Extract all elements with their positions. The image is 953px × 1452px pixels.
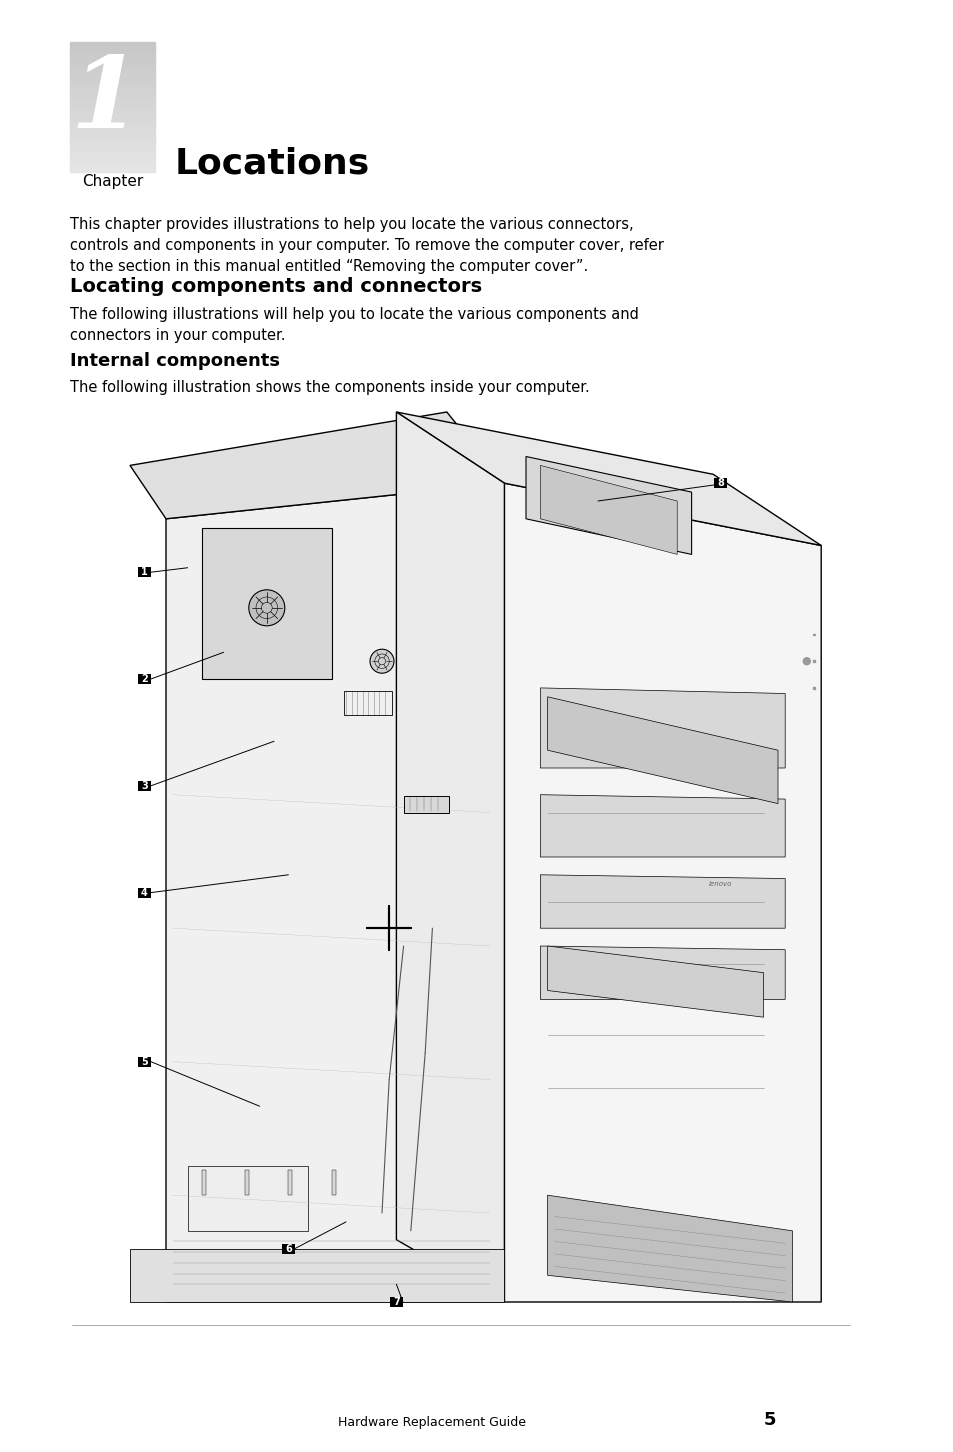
Bar (70, 166, 154, 168)
Text: 7: 7 (393, 1297, 399, 1307)
Polygon shape (504, 484, 821, 1302)
Polygon shape (539, 947, 784, 999)
Text: 6: 6 (285, 1243, 292, 1253)
Text: Internal components: Internal components (70, 351, 280, 370)
Bar (70, 42, 154, 45)
Text: 8: 8 (717, 478, 723, 488)
Bar (202, 1170, 206, 1195)
Bar (70, 155, 154, 160)
Circle shape (802, 658, 809, 665)
Bar (70, 58, 154, 61)
Bar (70, 87, 154, 90)
Bar (70, 45, 154, 48)
Bar (70, 78, 154, 81)
Bar (70, 94, 154, 97)
Text: The following illustration shows the components inside your computer.: The following illustration shows the com… (70, 380, 589, 395)
Polygon shape (396, 412, 504, 1302)
Bar (70, 150, 154, 152)
Bar (70, 160, 154, 163)
Bar (281, 1243, 294, 1253)
Polygon shape (547, 947, 762, 1018)
Bar (70, 90, 154, 94)
Text: Chapter: Chapter (82, 174, 143, 189)
Text: lenovo: lenovo (708, 881, 731, 887)
Polygon shape (525, 456, 691, 555)
Bar (70, 103, 154, 107)
Bar (70, 74, 154, 78)
Bar (70, 129, 154, 134)
Text: 2: 2 (141, 674, 148, 684)
Polygon shape (539, 466, 677, 555)
Bar (403, 796, 448, 813)
Bar (70, 139, 154, 142)
Text: 1: 1 (71, 52, 140, 148)
Bar (70, 81, 154, 84)
Bar (70, 65, 154, 68)
Bar (713, 478, 726, 488)
Bar (70, 168, 154, 171)
Bar (70, 52, 154, 55)
Text: The following illustrations will help you to locate the various components and
c: The following illustrations will help yo… (70, 306, 639, 343)
Bar (70, 134, 154, 136)
Text: Hardware Replacement Guide: Hardware Replacement Guide (337, 1416, 525, 1429)
Polygon shape (547, 1195, 792, 1302)
Bar (138, 887, 151, 897)
Bar (188, 1166, 307, 1231)
Polygon shape (539, 688, 784, 768)
Bar (70, 123, 154, 126)
Bar (138, 568, 151, 578)
Bar (812, 633, 814, 636)
Circle shape (370, 649, 394, 674)
Bar (70, 48, 154, 52)
Bar (70, 61, 154, 65)
Bar (70, 142, 154, 147)
Bar (70, 147, 154, 150)
Text: 4: 4 (141, 887, 148, 897)
Bar (812, 661, 814, 662)
Text: This chapter provides illustrations to help you locate the various connectors,
c: This chapter provides illustrations to h… (70, 216, 663, 274)
Bar (390, 1297, 402, 1307)
Bar (70, 116, 154, 121)
Text: 1: 1 (141, 568, 148, 578)
Polygon shape (547, 697, 778, 803)
Text: 5: 5 (762, 1411, 776, 1429)
Bar (70, 84, 154, 87)
Polygon shape (202, 527, 332, 680)
Bar (70, 152, 154, 155)
Bar (70, 136, 154, 139)
Bar (70, 97, 154, 100)
Bar (70, 107, 154, 110)
Text: Locating components and connectors: Locating components and connectors (70, 277, 481, 296)
Circle shape (249, 590, 285, 626)
Polygon shape (130, 412, 504, 518)
Bar (138, 1057, 151, 1067)
Bar (332, 1170, 335, 1195)
Text: Locations: Locations (174, 147, 370, 182)
Bar (812, 687, 814, 688)
Bar (70, 100, 154, 103)
Text: 3: 3 (141, 781, 148, 791)
Bar (70, 71, 154, 74)
Bar (70, 126, 154, 129)
Bar (70, 55, 154, 58)
Text: 5: 5 (141, 1057, 148, 1067)
Bar (70, 163, 154, 166)
Bar (288, 1170, 292, 1195)
Polygon shape (539, 874, 784, 928)
Polygon shape (396, 412, 821, 546)
Polygon shape (166, 484, 504, 1302)
Bar (138, 674, 151, 684)
Bar (138, 781, 151, 791)
Bar (70, 110, 154, 113)
Bar (70, 113, 154, 116)
Bar (245, 1170, 249, 1195)
Bar (70, 121, 154, 123)
Bar (344, 691, 392, 714)
Polygon shape (130, 1249, 504, 1302)
Polygon shape (539, 794, 784, 857)
Bar (70, 68, 154, 71)
